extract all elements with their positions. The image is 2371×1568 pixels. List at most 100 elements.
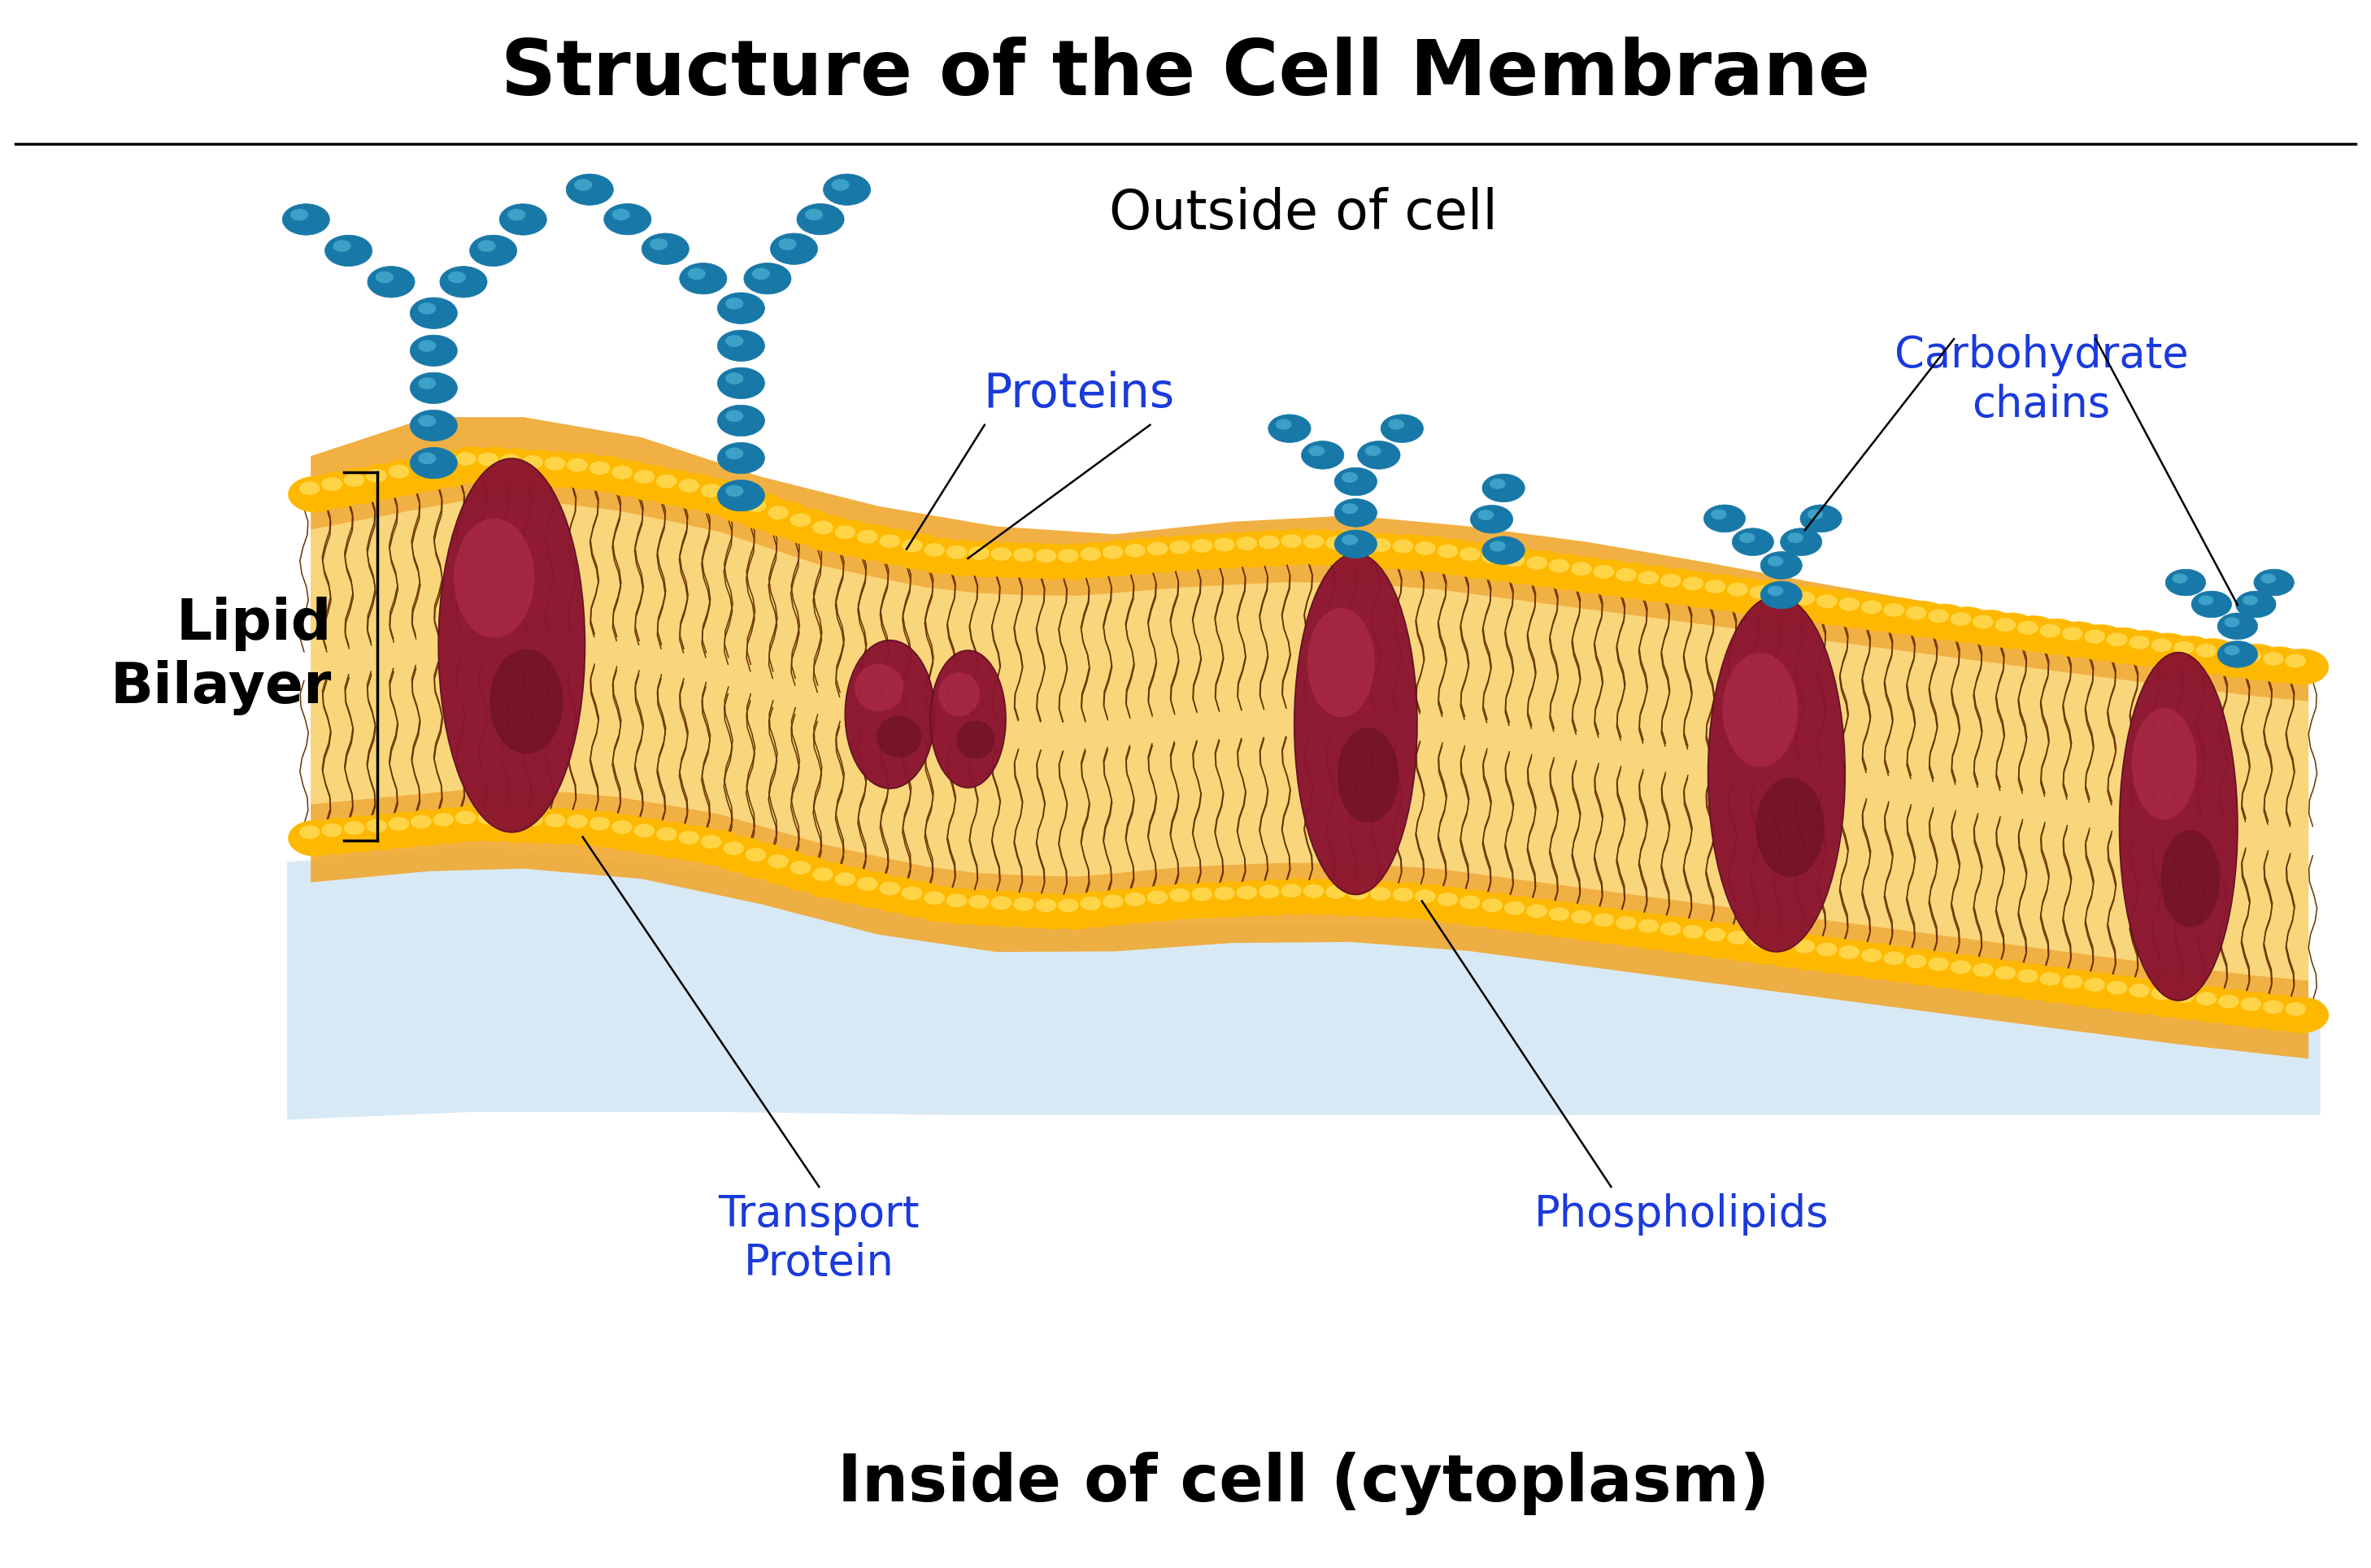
Circle shape bbox=[1672, 572, 1726, 607]
Circle shape bbox=[744, 848, 766, 861]
Circle shape bbox=[1918, 604, 1973, 640]
Circle shape bbox=[913, 538, 967, 574]
Text: Outside of cell: Outside of cell bbox=[1110, 187, 1498, 241]
Circle shape bbox=[752, 268, 771, 279]
Circle shape bbox=[1494, 897, 1548, 931]
Circle shape bbox=[1024, 544, 1079, 580]
Circle shape bbox=[669, 826, 723, 861]
Circle shape bbox=[1114, 538, 1169, 574]
Circle shape bbox=[344, 474, 365, 486]
Ellipse shape bbox=[956, 720, 993, 759]
Circle shape bbox=[422, 452, 477, 488]
Circle shape bbox=[2172, 574, 2188, 583]
Circle shape bbox=[813, 867, 832, 881]
Circle shape bbox=[868, 528, 922, 564]
Circle shape bbox=[2241, 997, 2262, 1011]
Circle shape bbox=[612, 209, 631, 221]
Circle shape bbox=[702, 836, 721, 848]
Circle shape bbox=[991, 895, 1012, 909]
Circle shape bbox=[467, 447, 522, 483]
Circle shape bbox=[1271, 528, 1325, 564]
Circle shape bbox=[1873, 946, 1928, 982]
Circle shape bbox=[735, 494, 790, 530]
Circle shape bbox=[1268, 414, 1311, 442]
Circle shape bbox=[1069, 543, 1124, 579]
Circle shape bbox=[1771, 588, 1792, 602]
Circle shape bbox=[756, 500, 811, 536]
Circle shape bbox=[2051, 971, 2105, 1005]
Circle shape bbox=[946, 894, 967, 908]
Circle shape bbox=[1292, 530, 1347, 566]
Circle shape bbox=[477, 452, 498, 466]
Circle shape bbox=[1548, 908, 1570, 920]
Text: Proteins: Proteins bbox=[984, 370, 1174, 417]
Circle shape bbox=[1470, 546, 1525, 582]
Circle shape bbox=[1494, 547, 1548, 583]
Circle shape bbox=[417, 416, 436, 426]
Circle shape bbox=[1482, 474, 1525, 502]
Circle shape bbox=[401, 809, 455, 845]
Circle shape bbox=[1985, 613, 2039, 649]
Circle shape bbox=[1489, 541, 1506, 552]
Circle shape bbox=[1057, 898, 1079, 913]
Circle shape bbox=[1605, 911, 1660, 947]
Circle shape bbox=[1124, 892, 1145, 906]
Circle shape bbox=[768, 855, 790, 869]
Circle shape bbox=[410, 373, 458, 403]
Circle shape bbox=[1762, 582, 1802, 608]
Circle shape bbox=[1482, 550, 1503, 564]
Circle shape bbox=[2129, 983, 2150, 997]
Circle shape bbox=[1781, 528, 1821, 555]
Circle shape bbox=[891, 533, 946, 569]
Circle shape bbox=[801, 516, 856, 552]
Circle shape bbox=[434, 812, 453, 826]
Circle shape bbox=[680, 263, 728, 295]
Circle shape bbox=[332, 240, 351, 252]
Circle shape bbox=[545, 814, 564, 828]
Circle shape bbox=[2186, 638, 2238, 674]
Circle shape bbox=[1762, 583, 1816, 619]
Circle shape bbox=[375, 271, 394, 284]
Circle shape bbox=[1304, 535, 1323, 549]
Circle shape bbox=[1489, 478, 1506, 489]
Circle shape bbox=[600, 815, 654, 851]
Circle shape bbox=[325, 235, 372, 267]
Circle shape bbox=[1740, 533, 1755, 543]
Circle shape bbox=[1683, 577, 1702, 591]
Circle shape bbox=[868, 877, 922, 913]
Circle shape bbox=[1918, 952, 1973, 988]
Circle shape bbox=[1012, 549, 1034, 561]
Ellipse shape bbox=[1295, 554, 1418, 895]
Circle shape bbox=[1693, 574, 1747, 610]
Ellipse shape bbox=[2120, 652, 2238, 1000]
Circle shape bbox=[311, 472, 365, 508]
Circle shape bbox=[1437, 892, 1458, 906]
Circle shape bbox=[2236, 591, 2276, 618]
Circle shape bbox=[726, 373, 744, 384]
Circle shape bbox=[1148, 543, 1169, 555]
Circle shape bbox=[1342, 535, 1359, 546]
Circle shape bbox=[1840, 597, 1859, 612]
Circle shape bbox=[1470, 894, 1525, 930]
Circle shape bbox=[2217, 613, 2257, 640]
Circle shape bbox=[1057, 549, 1079, 563]
Circle shape bbox=[1515, 550, 1570, 586]
Text: Inside of cell (cytoplasm): Inside of cell (cytoplasm) bbox=[837, 1452, 1769, 1515]
Circle shape bbox=[1012, 897, 1034, 911]
Circle shape bbox=[1169, 889, 1190, 902]
Circle shape bbox=[1795, 939, 1814, 953]
Circle shape bbox=[633, 823, 654, 837]
Circle shape bbox=[1766, 557, 1783, 566]
Circle shape bbox=[1193, 539, 1212, 552]
Circle shape bbox=[1788, 533, 1804, 543]
Ellipse shape bbox=[877, 717, 922, 757]
Circle shape bbox=[726, 298, 744, 309]
Circle shape bbox=[790, 861, 811, 875]
Circle shape bbox=[1482, 536, 1525, 564]
Circle shape bbox=[612, 466, 633, 480]
Circle shape bbox=[1359, 441, 1401, 469]
Circle shape bbox=[1828, 593, 1883, 629]
Circle shape bbox=[2096, 975, 2150, 1011]
Circle shape bbox=[2217, 641, 2257, 668]
Circle shape bbox=[1527, 557, 1548, 569]
